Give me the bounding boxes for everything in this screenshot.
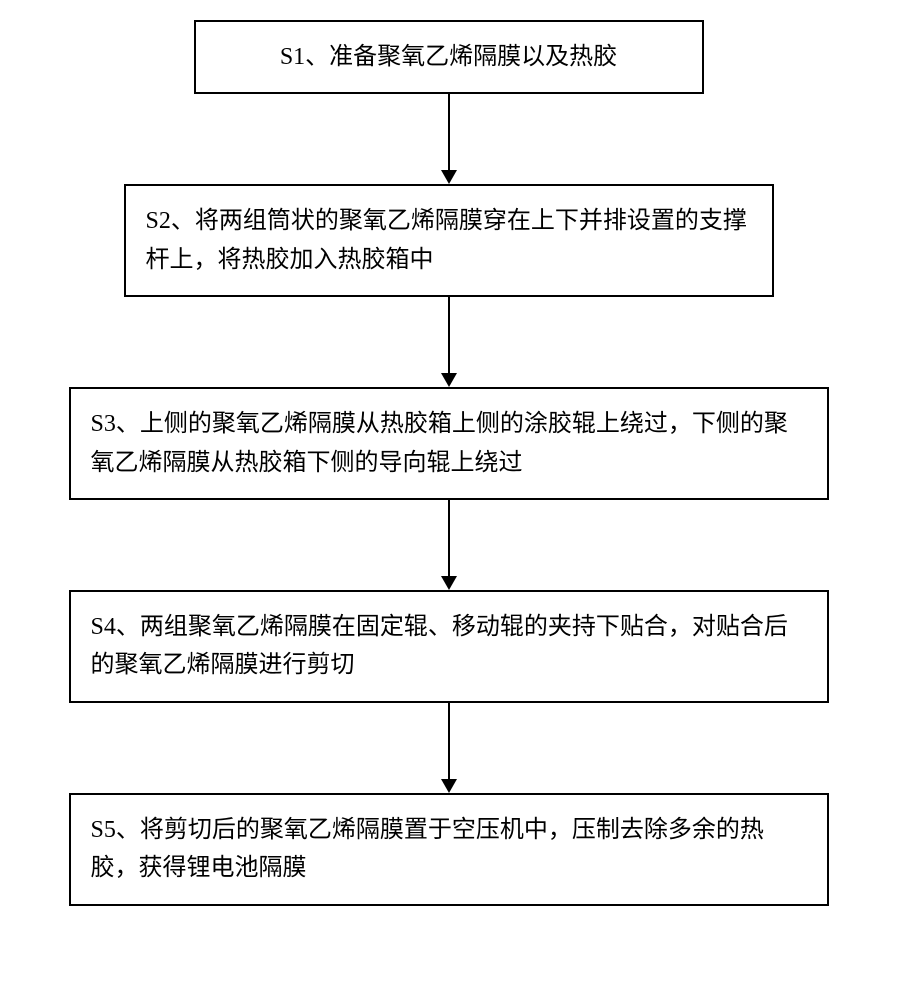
arrow-head <box>441 779 457 793</box>
arrow-s1-s2 <box>441 94 457 184</box>
step-box-s3: S3、上侧的聚氧乙烯隔膜从热胶箱上侧的涂胶辊上绕过，下侧的聚氧乙烯隔膜从热胶箱下… <box>69 387 829 500</box>
step-text-s4: S4、两组聚氧乙烯隔膜在固定辊、移动辊的夹持下贴合，对贴合后的聚氧乙烯隔膜进行剪… <box>91 608 807 685</box>
step-text-s2: S2、将两组筒状的聚氧乙烯隔膜穿在上下并排设置的支撑杆上，将热胶加入热胶箱中 <box>146 202 752 279</box>
arrow-s3-s4 <box>441 500 457 590</box>
step-text-s5: S5、将剪切后的聚氧乙烯隔膜置于空压机中，压制去除多余的热胶，获得锂电池隔膜 <box>91 811 807 888</box>
arrow-s2-s3 <box>441 297 457 387</box>
step-box-s1: S1、准备聚氧乙烯隔膜以及热胶 <box>194 20 704 94</box>
step-text-s1: S1、准备聚氧乙烯隔膜以及热胶 <box>216 38 682 76</box>
arrow-line <box>448 94 450 170</box>
step-box-s5: S5、将剪切后的聚氧乙烯隔膜置于空压机中，压制去除多余的热胶，获得锂电池隔膜 <box>69 793 829 906</box>
arrow-line <box>448 297 450 373</box>
arrow-head <box>441 373 457 387</box>
arrow-head <box>441 170 457 184</box>
step-box-s4: S4、两组聚氧乙烯隔膜在固定辊、移动辊的夹持下贴合，对贴合后的聚氧乙烯隔膜进行剪… <box>69 590 829 703</box>
arrow-head <box>441 576 457 590</box>
flowchart-container: S1、准备聚氧乙烯隔膜以及热胶 S2、将两组筒状的聚氧乙烯隔膜穿在上下并排设置的… <box>69 20 829 906</box>
arrow-line <box>448 703 450 779</box>
step-box-s2: S2、将两组筒状的聚氧乙烯隔膜穿在上下并排设置的支撑杆上，将热胶加入热胶箱中 <box>124 184 774 297</box>
arrow-s4-s5 <box>441 703 457 793</box>
arrow-line <box>448 500 450 576</box>
step-text-s3: S3、上侧的聚氧乙烯隔膜从热胶箱上侧的涂胶辊上绕过，下侧的聚氧乙烯隔膜从热胶箱下… <box>91 405 807 482</box>
